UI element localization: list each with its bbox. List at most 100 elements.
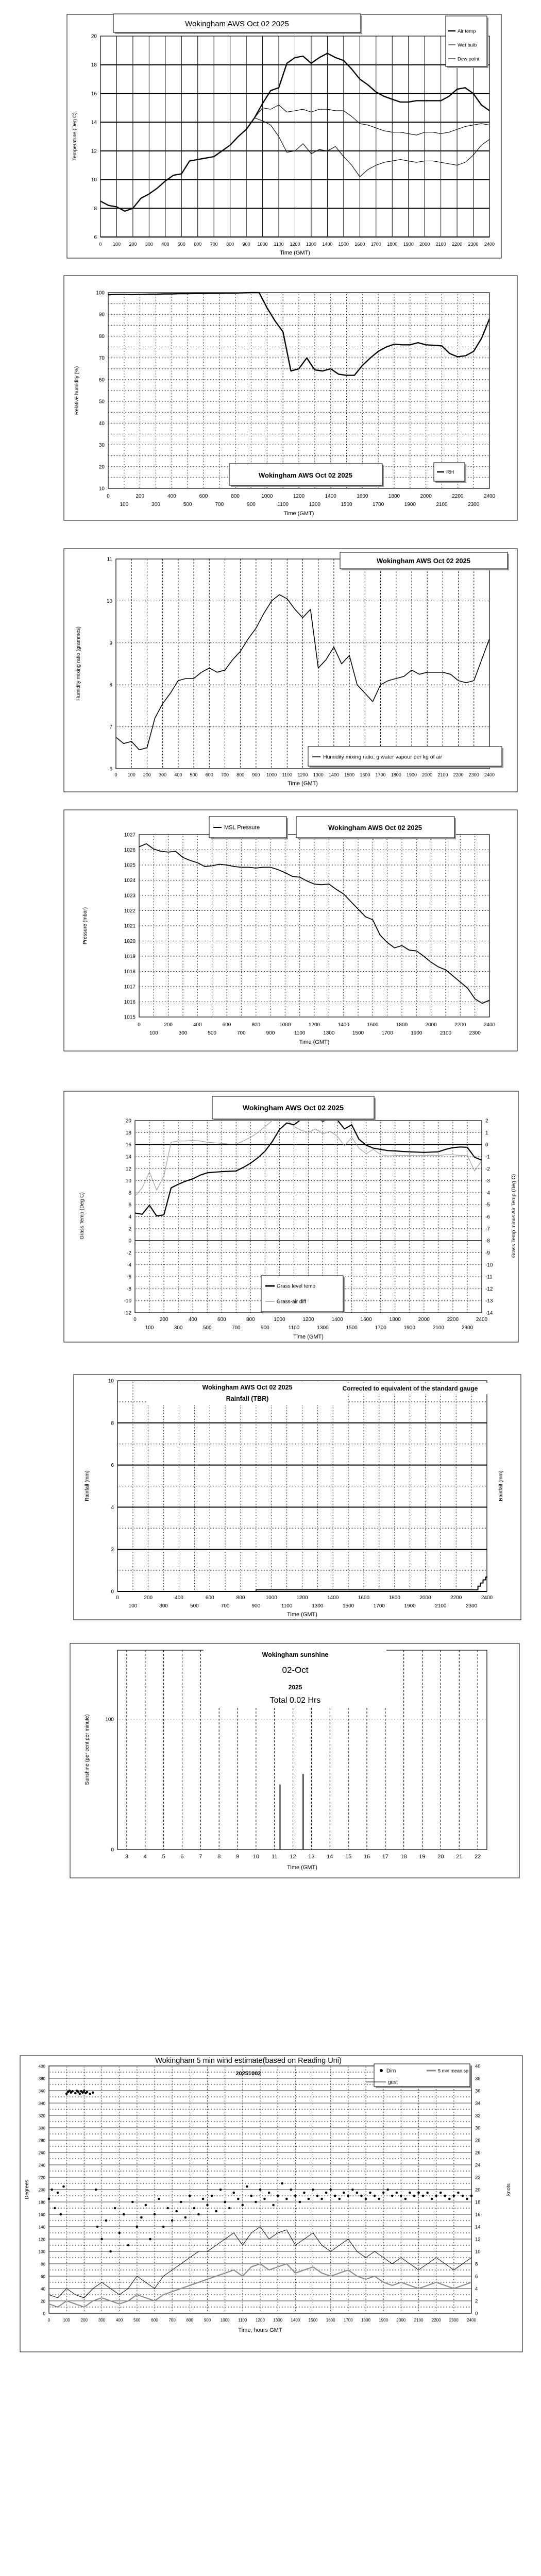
x-axis-title: Time (GMT) bbox=[299, 1039, 330, 1045]
x-tick-label: 2200 bbox=[432, 2318, 441, 2323]
series-direction-dot bbox=[351, 2188, 354, 2191]
x-tick-label: 1600 bbox=[360, 772, 370, 777]
x-tick-label: 200 bbox=[143, 772, 151, 777]
legend-box bbox=[374, 2063, 470, 2087]
y-tick-label: 0 bbox=[43, 2312, 46, 2316]
title-box bbox=[296, 816, 455, 838]
series-direction-dot bbox=[255, 2200, 257, 2204]
x-tick-label: 2300 bbox=[466, 1603, 478, 1609]
y-tick-label: 18 bbox=[126, 1130, 132, 1136]
series-direction-dot bbox=[201, 2197, 205, 2200]
y-tick-label-right: 8 bbox=[475, 2262, 478, 2267]
x-tick-label: 4 bbox=[144, 1854, 147, 1860]
y-tick-label: 20 bbox=[126, 1118, 132, 1124]
x-tick-label: 1500 bbox=[309, 2318, 318, 2323]
x-tick-label: 400 bbox=[116, 2318, 123, 2323]
x-tick-label: 3 bbox=[125, 1854, 128, 1860]
x-tick-label: 1900 bbox=[404, 1603, 416, 1609]
x-tick-label: 700 bbox=[237, 1030, 246, 1036]
x-tick-label: 7 bbox=[199, 1854, 202, 1860]
x-tick-label: 600 bbox=[199, 494, 208, 499]
series-pressure bbox=[139, 843, 489, 1004]
series-direction-dot bbox=[360, 2194, 363, 2197]
legend-box bbox=[445, 15, 487, 67]
x-tick-label: 800 bbox=[236, 772, 244, 777]
x-tick-label: 300 bbox=[174, 1325, 183, 1331]
series-direction-dot bbox=[131, 2200, 134, 2204]
x-tick-label: 1200 bbox=[297, 772, 308, 777]
x-tick-label: 12 bbox=[290, 1854, 296, 1860]
x-tick-label: 800 bbox=[231, 494, 240, 499]
y-tick-label: 20 bbox=[99, 464, 105, 470]
x-tick-label: 1500 bbox=[344, 772, 354, 777]
y-tick-label-right: 2 bbox=[475, 2299, 478, 2304]
x-tick-label: 200 bbox=[164, 1022, 173, 1028]
y-tick-label: 50 bbox=[99, 399, 105, 405]
x-tick-label: 1000 bbox=[279, 1022, 291, 1028]
series-direction-dot bbox=[386, 2188, 389, 2191]
x-tick-label: 2300 bbox=[469, 772, 479, 777]
y-tick-label-right: 32 bbox=[475, 2113, 481, 2119]
chart-mixing-ratio: 6 7 8 9 10 11 0 100 200 300 400 500 600 700 800 900 1000… bbox=[63, 548, 518, 792]
y-tick-label: 10 bbox=[108, 1379, 114, 1384]
x-tick-label: 2300 bbox=[462, 1325, 474, 1331]
x-tick-label: 100 bbox=[149, 1030, 158, 1036]
x-tick-label: 2100 bbox=[436, 502, 448, 507]
y-tick-label: 8 bbox=[94, 206, 97, 212]
x-tick-label: 900 bbox=[252, 772, 260, 777]
x-tick-label: 2100 bbox=[433, 1325, 445, 1331]
plot-border bbox=[48, 2065, 472, 2314]
x-tick-label: 1400 bbox=[327, 1595, 339, 1601]
y-tick-label-right: 6 bbox=[475, 2274, 478, 2280]
x-tick-label: 1700 bbox=[376, 772, 386, 777]
x-tick-label: 1000 bbox=[221, 2318, 230, 2323]
y-tick-label: 1022 bbox=[124, 908, 136, 914]
y-tick-label: 1017 bbox=[124, 985, 136, 990]
x-tick-label: 2200 bbox=[454, 1022, 466, 1028]
series-direction-dot bbox=[59, 2213, 62, 2216]
x-tick-label: 800 bbox=[251, 1022, 260, 1028]
series-direction-dot bbox=[224, 2200, 227, 2204]
x-tick-label: 0 bbox=[133, 1317, 137, 1323]
x-tick-label: 15 bbox=[345, 1854, 351, 1860]
y-tick-label: 11 bbox=[107, 557, 113, 563]
y-tick-label: 14 bbox=[126, 1154, 132, 1160]
y-tick-label-right: -1 bbox=[485, 1154, 490, 1160]
x-tick-label: 5 bbox=[162, 1854, 165, 1860]
y-tick-label: 70 bbox=[99, 355, 105, 361]
y-tick-label-right: -10 bbox=[485, 1262, 493, 1268]
x-tick-label: 100 bbox=[129, 1603, 138, 1609]
x-tick-label: 500 bbox=[203, 1325, 212, 1331]
y-tick-label-right: -6 bbox=[485, 1214, 490, 1220]
series-direction-dot bbox=[92, 2091, 94, 2094]
y-tick-label: 380 bbox=[39, 2077, 46, 2081]
y-tick-label: 180 bbox=[39, 2200, 46, 2205]
x-tick-label: 900 bbox=[261, 1325, 269, 1331]
x-tick-label: 1300 bbox=[323, 1030, 335, 1036]
x-tick-label: 400 bbox=[175, 1595, 183, 1601]
series-direction-dot bbox=[89, 2092, 91, 2095]
series-direction-dot bbox=[290, 2188, 293, 2191]
series-direction-dot bbox=[68, 2089, 71, 2092]
legend-box bbox=[308, 746, 502, 767]
x-tick-label: 1100 bbox=[294, 1030, 306, 1036]
chart-title: Wokingham AWS Oct 02 2025 bbox=[202, 1384, 292, 1391]
series-direction-dot bbox=[272, 2204, 275, 2207]
x-tick-label: 2000 bbox=[426, 1022, 437, 1028]
y-tick-label: 20 bbox=[41, 2299, 45, 2304]
plot-border bbox=[100, 36, 490, 238]
legend-label: Dew point bbox=[458, 57, 480, 62]
chart-title: Wokingham AWS Oct 02 2025 bbox=[243, 1104, 344, 1112]
y-axis-title-right: knots bbox=[506, 2183, 512, 2196]
series-direction-dot bbox=[113, 2207, 116, 2210]
series-direction-dot bbox=[421, 2194, 425, 2197]
y-tick-label: 40 bbox=[41, 2287, 45, 2292]
series-direction-dot bbox=[232, 2191, 235, 2194]
x-tick-label: 600 bbox=[223, 1022, 231, 1028]
legend-label: Wet bulb bbox=[458, 43, 477, 48]
series-direction-dot bbox=[184, 2216, 187, 2219]
legend-box bbox=[209, 816, 287, 838]
x-tick-label: 2200 bbox=[453, 772, 464, 777]
y-tick-label-right: 0 bbox=[475, 2311, 478, 2317]
x-tick-label: 2100 bbox=[437, 772, 448, 777]
